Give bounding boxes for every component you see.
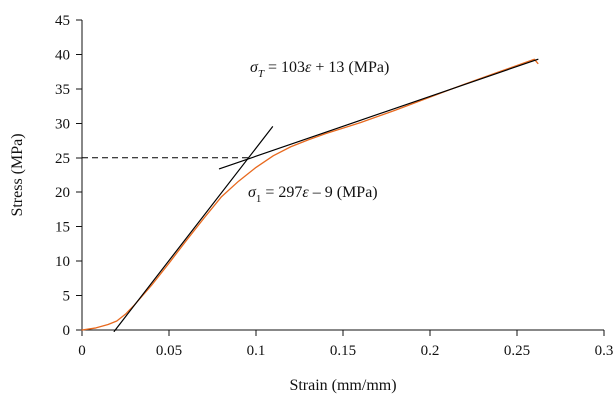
- y-ticks: 0 5 10 15 20 25 30 35 40 45: [55, 13, 82, 339]
- x-tick-label: 0.15: [330, 343, 356, 359]
- annotations: σT = 103ε + 13 (MPa) σ1 = 297ε – 9 (MPa): [248, 59, 389, 205]
- x-tick-label: 0.25: [504, 343, 530, 359]
- fit-line-sigma-1: [113, 126, 274, 332]
- y-tick-label: 30: [55, 116, 70, 132]
- y-tick-label: 5: [63, 289, 71, 305]
- y-tick-label: 35: [55, 82, 70, 98]
- x-axis-title: Strain (mm/mm): [289, 377, 396, 394]
- fit-line-sigma-t: [218, 58, 539, 170]
- x-tick-label: 0: [78, 343, 86, 359]
- y-tick-label: 15: [55, 220, 70, 236]
- x-tick-label: 0.2: [421, 343, 440, 359]
- y-tick-label: 25: [55, 151, 70, 167]
- y-tick-label: 45: [55, 13, 70, 29]
- x-tick-label: 0.1: [247, 343, 266, 359]
- y-tick-label: 0: [63, 323, 71, 339]
- equation-eq-1: σ1 = 297ε – 9 (MPa): [248, 184, 378, 205]
- x-tick-label: 0.05: [156, 343, 182, 359]
- x-tick-label: 0.3: [595, 343, 614, 359]
- plot-lines: [81, 58, 539, 332]
- y-tick-label: 10: [55, 254, 70, 270]
- y-tick-label: 40: [55, 47, 70, 63]
- x-ticks: 0 0.05 0.1 0.15 0.2 0.25 0.3: [78, 330, 613, 359]
- y-axis-title: Stress (MPa): [9, 133, 26, 216]
- y-tick-label: 20: [55, 185, 70, 201]
- equation-eq-T: σT = 103ε + 13 (MPa): [250, 59, 389, 80]
